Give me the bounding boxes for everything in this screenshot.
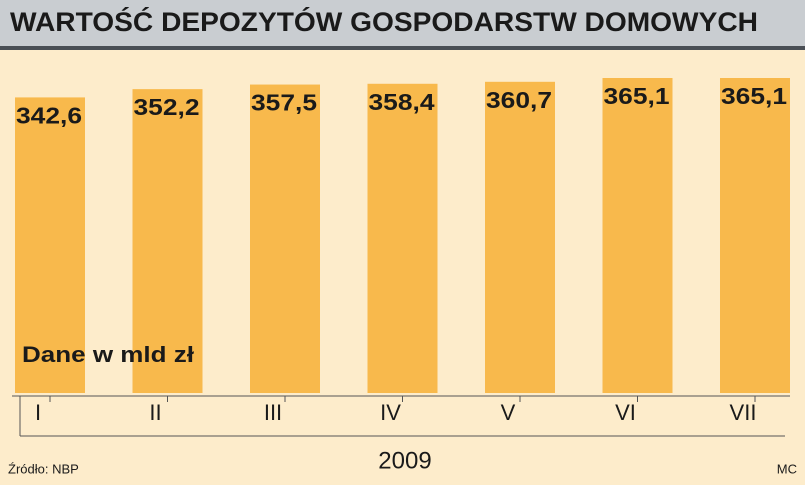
x-tick-label: I bbox=[35, 400, 41, 425]
x-tick-label: V bbox=[501, 400, 516, 425]
value-label: 357,5 bbox=[251, 90, 317, 116]
bar bbox=[720, 78, 790, 393]
x-tick-label: II bbox=[149, 400, 161, 425]
chart-title: WARTOŚĆ DEPOZYTÓW GOSPODARSTW DOMOWYCH bbox=[10, 6, 758, 37]
title-bar bbox=[0, 0, 805, 46]
value-label: 365,1 bbox=[604, 83, 670, 109]
title-rule bbox=[0, 46, 805, 50]
value-label: 358,4 bbox=[369, 89, 435, 115]
x-tick-label: VI bbox=[615, 400, 636, 425]
x-tick-label: III bbox=[264, 400, 282, 425]
bar bbox=[367, 83, 438, 393]
bar bbox=[132, 89, 203, 394]
credit: MC bbox=[777, 461, 797, 476]
value-label: 360,7 bbox=[486, 87, 552, 113]
bar bbox=[250, 84, 320, 394]
x-tick-label: VII bbox=[730, 400, 757, 425]
value-label: 365,1 bbox=[721, 83, 787, 109]
bar bbox=[15, 97, 85, 394]
bar bbox=[485, 81, 555, 394]
x-tick-label: IV bbox=[380, 400, 401, 425]
source: Źródło: NBP bbox=[8, 461, 79, 476]
unit-note: Dane w mld zł bbox=[22, 342, 194, 367]
x-axis-label: 2009 bbox=[378, 447, 431, 474]
value-label: 352,2 bbox=[134, 94, 200, 120]
value-label: 342,6 bbox=[16, 102, 82, 128]
bar bbox=[602, 78, 673, 393]
